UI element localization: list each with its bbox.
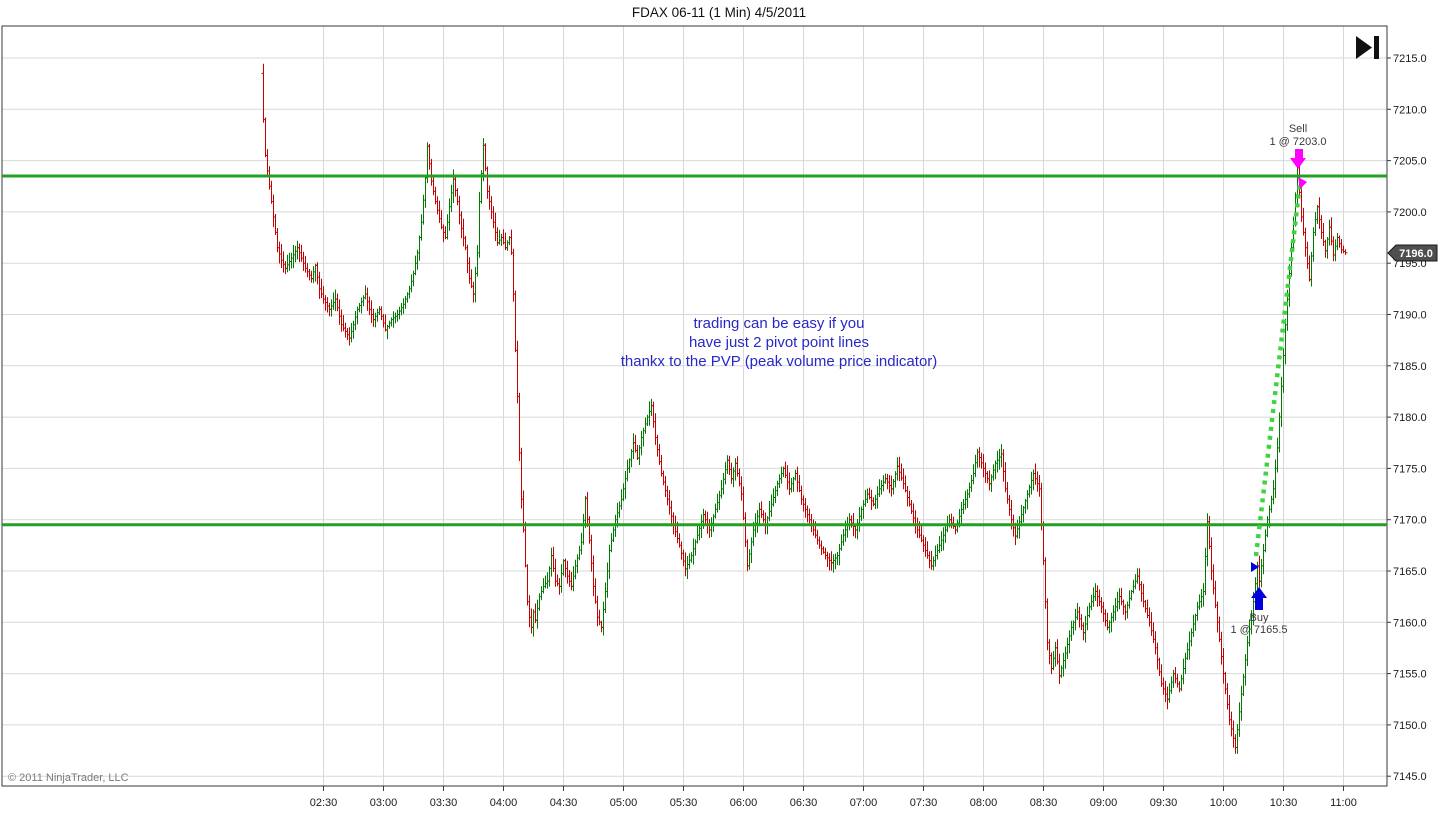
go-to-end-button[interactable]	[1356, 36, 1379, 59]
time-tick-label: 04:00	[490, 797, 518, 809]
time-tick-label: 07:30	[910, 797, 938, 809]
price-tick-label: 7145.0	[1393, 771, 1427, 783]
sell-arrow-down-icon	[1290, 149, 1306, 169]
time-tick-label: 06:30	[790, 797, 818, 809]
time-tick-label: 03:00	[370, 797, 398, 809]
skip-to-end-icon	[1356, 36, 1379, 59]
price-tick-label: 7205.0	[1393, 156, 1427, 168]
price-tick-label: 7175.0	[1393, 463, 1427, 475]
down-bars	[261, 63, 1348, 754]
time-tick-label: 09:30	[1150, 797, 1178, 809]
trade-path	[1251, 177, 1307, 572]
chart-title: FDAX 06-11 (1 Min) 4/5/2011	[632, 5, 806, 20]
time-tick-label: 07:00	[850, 797, 878, 809]
ninjatrader-copyright: © 2011 NinjaTrader, LLC	[8, 772, 129, 784]
sell-label: Sell	[1289, 123, 1307, 135]
price-axis: 7215.07210.07205.07200.07195.07190.07185…	[1387, 53, 1427, 783]
ohlc-bars-layer	[261, 63, 1348, 754]
price-tick-label: 7190.0	[1393, 310, 1427, 322]
price-tick-label: 7200.0	[1393, 207, 1427, 219]
price-tick-label: 7180.0	[1393, 412, 1427, 424]
price-tick-label: 7150.0	[1393, 720, 1427, 732]
note-annotation: trading can be easy if you have just 2 p…	[621, 315, 938, 370]
time-tick-label: 03:30	[430, 797, 458, 809]
buy-arrow-up-icon	[1251, 587, 1267, 610]
time-tick-label: 05:00	[610, 797, 638, 809]
price-tick-label: 7160.0	[1393, 617, 1427, 629]
price-tick-label: 7215.0	[1393, 53, 1427, 65]
time-tick-label: 02:30	[310, 797, 338, 809]
time-tick-label: 11:00	[1330, 797, 1357, 809]
price-tick-label: 7210.0	[1393, 104, 1427, 116]
last-price-badge: 7196.0	[1387, 244, 1438, 262]
buy-marker: Buy 1 @ 7165.5	[1230, 587, 1288, 636]
plot-border	[1, 25, 1388, 787]
note-line-2: have just 2 pivot point lines	[689, 334, 869, 351]
time-tick-label: 08:00	[970, 797, 998, 809]
buy-label: Buy	[1250, 612, 1269, 624]
trade-path-start-arrow-icon	[1251, 562, 1259, 572]
time-axis: 02:30 03:00 03:30 04:00 04:30 05:00 05:30 06:00…	[310, 786, 1357, 809]
grid-layer	[2, 26, 1387, 786]
time-tick-label: 06:00	[730, 797, 758, 809]
note-line-1: trading can be easy if you	[694, 315, 865, 332]
time-tick-label: 08:30	[1030, 797, 1058, 809]
price-tick-label: 7185.0	[1393, 361, 1427, 373]
time-tick-label: 10:30	[1270, 797, 1298, 809]
time-tick-label: 10:00	[1210, 797, 1238, 809]
price-tick-label: 7165.0	[1393, 566, 1427, 578]
trade-path-end-arrow-icon	[1298, 177, 1307, 189]
note-line-3: thankx to the PVP (peak volume price ind…	[621, 353, 938, 370]
last-price-badge-text: 7196.0	[1399, 248, 1433, 260]
buy-fill-label: 1 @ 7165.5	[1230, 624, 1287, 636]
sell-fill-label: 1 @ 7203.0	[1269, 136, 1326, 148]
pivot-lines-layer	[2, 174, 1387, 527]
price-tick-label: 7155.0	[1393, 669, 1427, 681]
time-tick-label: 09:00	[1090, 797, 1118, 809]
price-tick-label: 7170.0	[1393, 515, 1427, 527]
time-tick-label: 05:30	[670, 797, 698, 809]
sell-marker: Sell 1 @ 7203.0	[1269, 123, 1327, 169]
time-tick-label: 04:30	[550, 797, 578, 809]
